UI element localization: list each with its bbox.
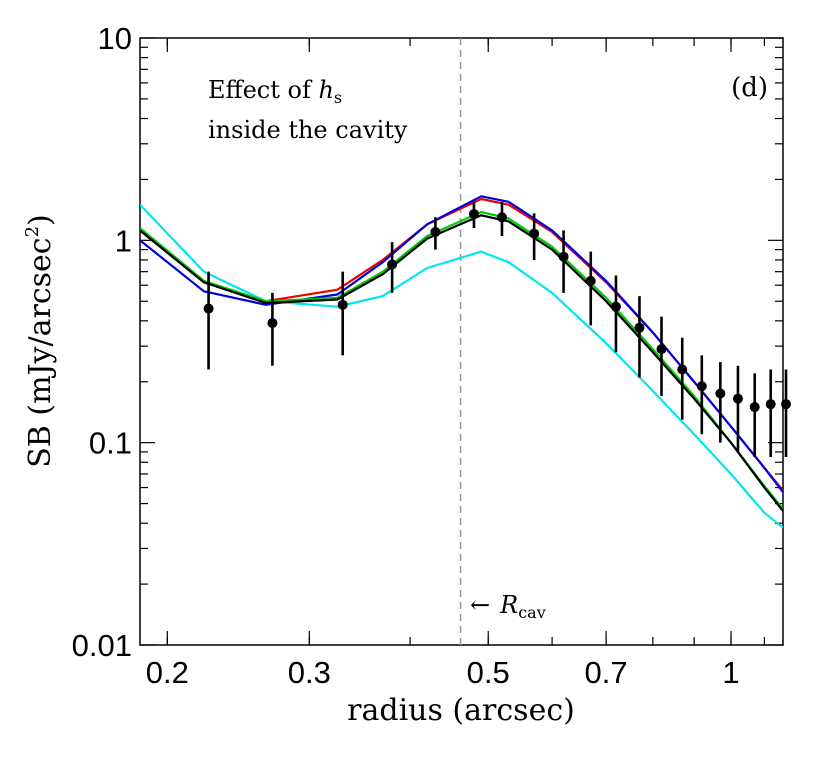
data-point bbox=[387, 259, 398, 270]
y-tick-label: 1 bbox=[115, 223, 132, 258]
data-point bbox=[529, 228, 540, 239]
data-point bbox=[656, 344, 667, 355]
points-layer bbox=[203, 201, 792, 457]
data-point bbox=[337, 299, 348, 310]
data-point bbox=[496, 212, 507, 223]
series-line-blue bbox=[140, 195, 783, 493]
data-point bbox=[203, 303, 214, 314]
x-tick-label: 0.5 bbox=[467, 655, 510, 690]
x-tick-label: 1 bbox=[722, 655, 739, 690]
data-point bbox=[634, 322, 645, 333]
y-axis-title: SB (mJy/arcsec2) bbox=[22, 214, 58, 468]
data-point bbox=[765, 399, 776, 410]
data-point bbox=[430, 226, 441, 237]
x-tick-label: 0.7 bbox=[585, 655, 628, 690]
x-tick-label: 0.3 bbox=[288, 655, 331, 690]
y-tick-label: 0.01 bbox=[72, 628, 132, 663]
data-point bbox=[715, 388, 726, 399]
series-layer bbox=[140, 195, 783, 529]
panel-label: (d) bbox=[731, 73, 768, 103]
data-point bbox=[558, 251, 569, 262]
ticks-layer: 0.2 0.3 0.5 0.7 1 0.01 0.1 1 10 bbox=[72, 21, 783, 690]
data-point bbox=[468, 208, 479, 219]
data-point bbox=[267, 318, 278, 329]
data-point bbox=[781, 399, 792, 410]
series-line-red bbox=[140, 197, 783, 492]
y-tick-label: 10 bbox=[98, 21, 132, 56]
x-tick-label: 0.2 bbox=[146, 655, 189, 690]
cavity-label: ← Rcav bbox=[470, 591, 546, 622]
annotation-line2: inside the cavity bbox=[208, 116, 408, 144]
data-point bbox=[585, 275, 596, 286]
data-point bbox=[696, 381, 707, 392]
annotation-line1: Effect of hs bbox=[208, 76, 342, 107]
data-point bbox=[749, 402, 760, 413]
data-point bbox=[610, 301, 621, 312]
data-point bbox=[732, 393, 743, 404]
series-line-cyan bbox=[140, 203, 783, 529]
plot-frame bbox=[139, 37, 784, 646]
x-axis-title: radius (arcsec) bbox=[347, 693, 575, 728]
y-tick-label: 0.1 bbox=[89, 426, 132, 461]
series-line-black bbox=[140, 214, 783, 512]
data-point bbox=[677, 364, 688, 375]
